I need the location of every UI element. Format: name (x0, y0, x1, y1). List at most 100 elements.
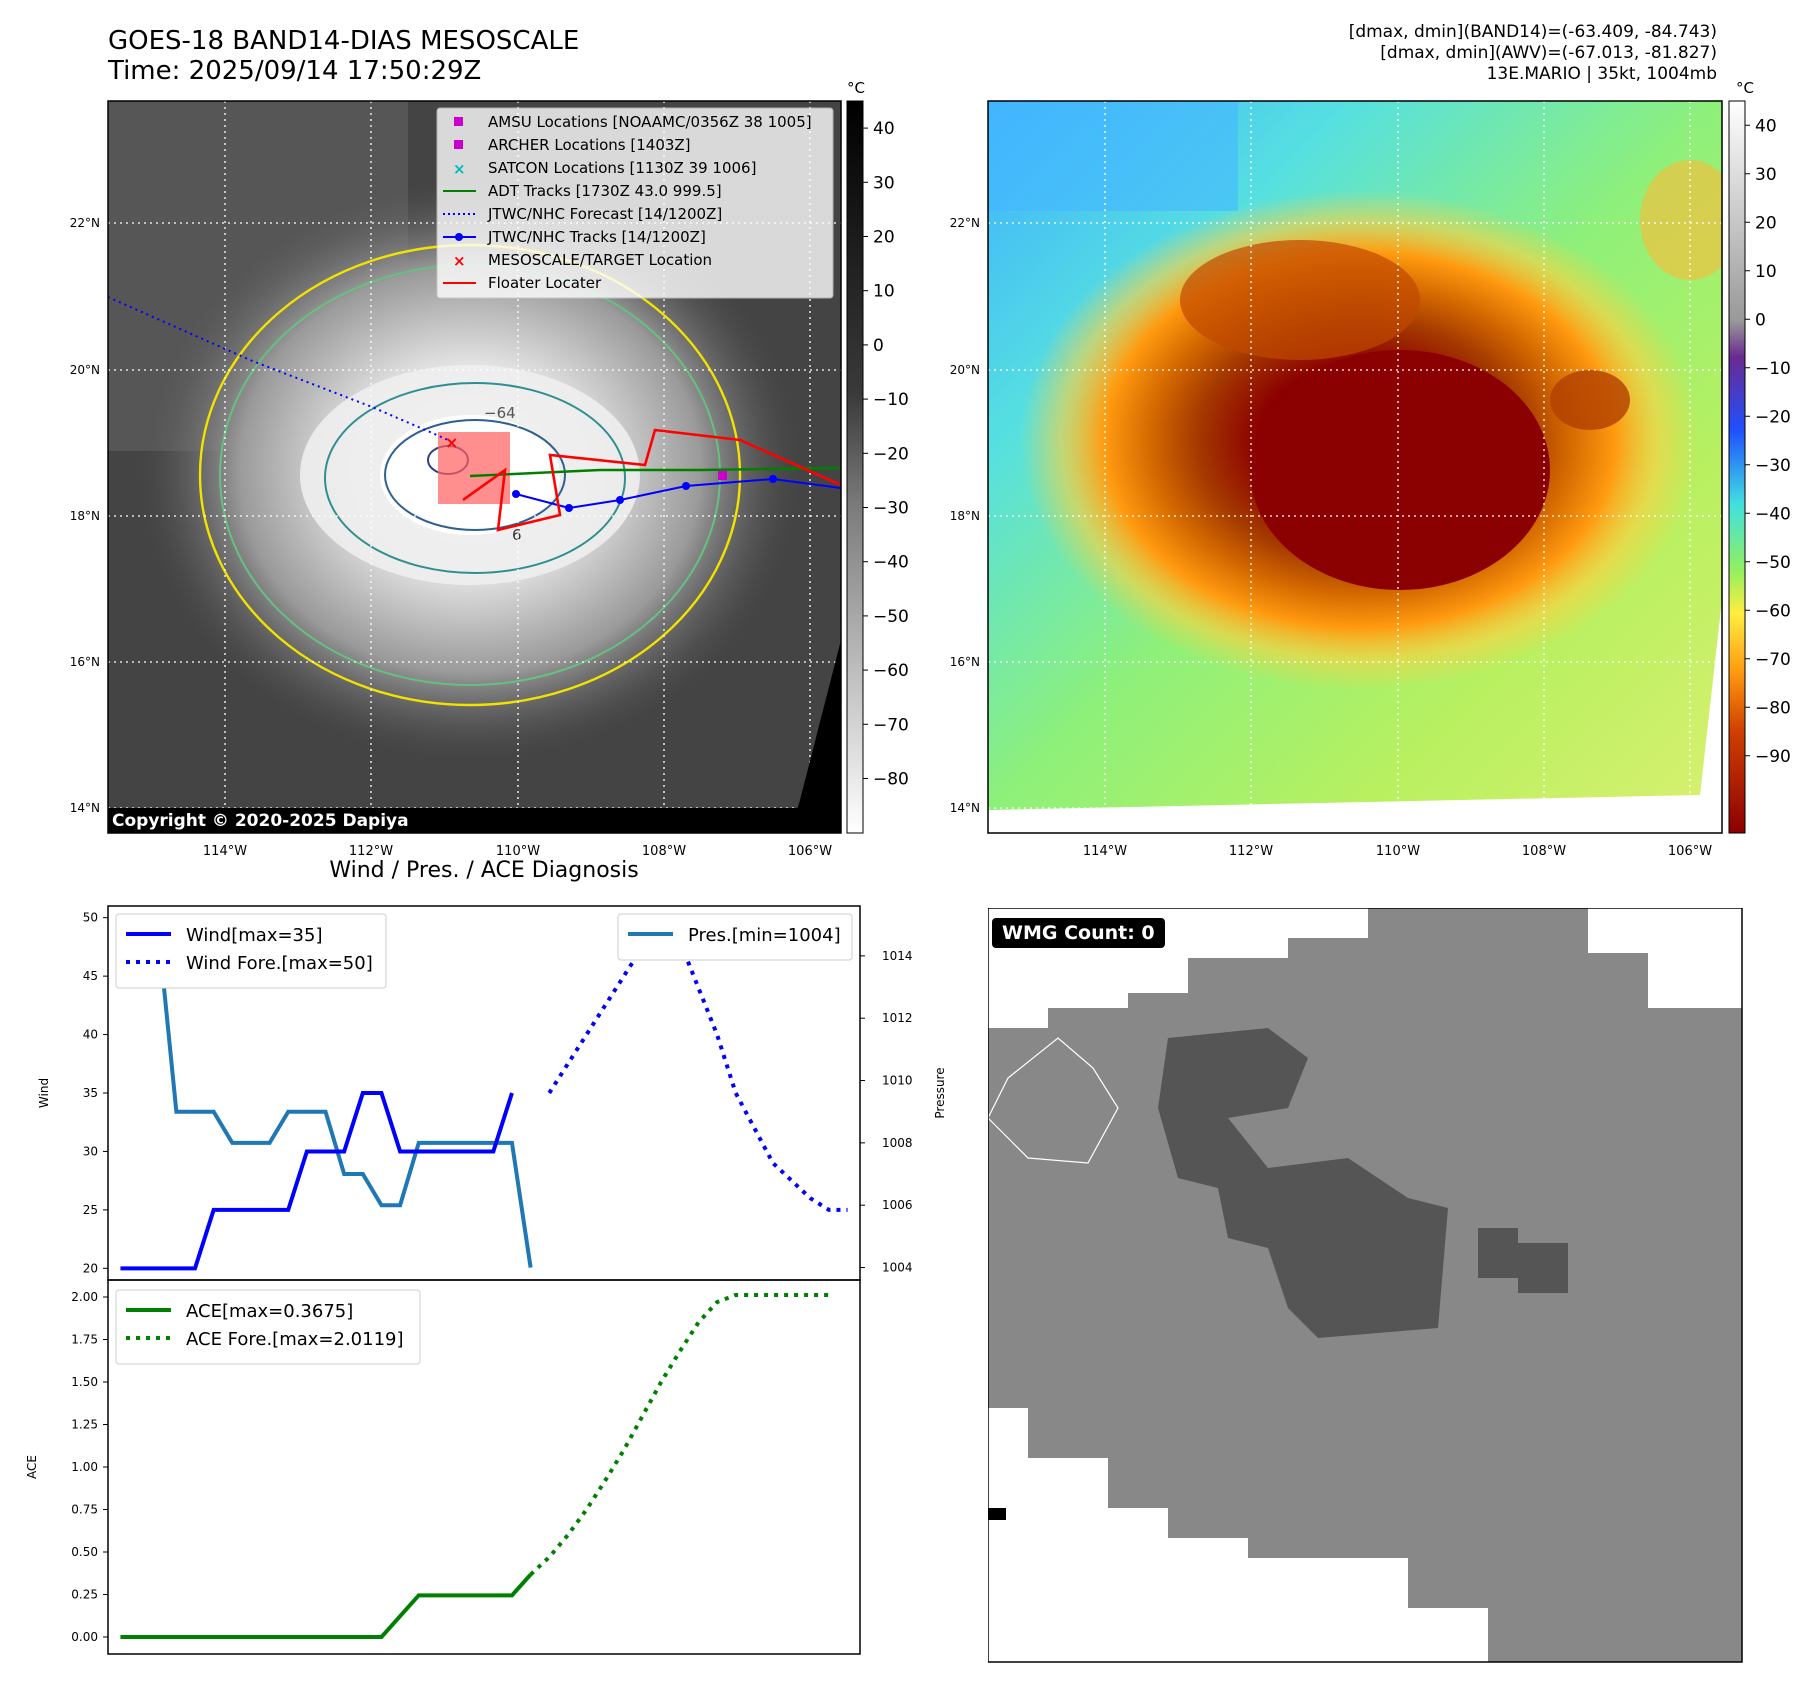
contour-label-2: 6 (512, 526, 522, 544)
svg-text:18°N: 18°N (950, 509, 980, 523)
svg-text:112°W: 112°W (349, 844, 393, 859)
adt-track (469, 466, 841, 478)
colorbar-tick-label: −20 (873, 444, 909, 464)
colorbar-tick-label: 20 (1755, 213, 1777, 233)
colorbar-tick-label: −80 (873, 770, 909, 790)
legend-label: Floater Locater (488, 274, 602, 292)
svg-text:114°W: 114°W (1083, 844, 1127, 859)
colorbar-tick-label: −30 (1755, 456, 1791, 476)
wmg-region-dark (1158, 1028, 1448, 1338)
map2-gridlines (988, 101, 1722, 833)
wind-line (120, 1091, 514, 1271)
svg-text:×: × (453, 252, 466, 270)
colorbar-tick-label: 40 (1755, 116, 1777, 136)
colorbar-tick-label: −10 (1755, 359, 1791, 379)
y-tick-label: 20 (83, 1261, 98, 1275)
diagnosis-legend-label: Wind Fore.[max=50] (186, 953, 373, 974)
svg-text:20°N: 20°N (70, 363, 100, 377)
svg-text:14°N: 14°N (70, 801, 100, 815)
storm-info: [dmax, dmin](BAND14)=(-63.409, -84.743) … (1349, 22, 1717, 85)
colorbar-tick-label: 10 (1755, 262, 1777, 282)
jtwc-track (515, 477, 841, 510)
map2-lat-labels: 22°N 20°N 18°N 16°N 14°N (950, 216, 980, 815)
map2-lon-labels: 114°W 112°W 110°W 108°W 106°W (1083, 844, 1712, 859)
diagnosis-legend-label: Wind[max=35] (186, 925, 323, 946)
colorbar-tick-label: −50 (1755, 553, 1791, 573)
y-tick-label: 1.75 (71, 1333, 98, 1347)
svg-text:×: × (453, 160, 466, 178)
map1-lat-labels: 22°N 20°N 18°N 16°N 14°N (70, 216, 100, 815)
svg-text:112°W: 112°W (1229, 844, 1273, 859)
colorbar-tick-label: −40 (873, 553, 909, 573)
legend-label: JTWC/NHC Tracks [14/1200Z] (487, 228, 706, 246)
legend-label: AMSU Locations [NOAAMC/0356Z 38 1005] (488, 113, 812, 131)
legend-item: × SATCON Locations [1130Z 39 1006] (453, 159, 756, 178)
legend-label: JTWC/NHC Forecast [14/1200Z] (487, 205, 722, 223)
diagnosis-legend-label: Pres.[min=1004] (688, 925, 841, 946)
y-tick-label: 25 (83, 1203, 98, 1217)
colorbar-tick-label: −60 (1755, 601, 1791, 621)
band14-map-svg: −64 6 × Copyright © 2020-2025 Dapiya (70, 79, 1791, 859)
legend-item: Floater Locater (443, 274, 602, 292)
copyright-text: Copyright © 2020-2025 Dapiya (112, 811, 409, 831)
ace-forecast-line (529, 1292, 829, 1576)
colorbar-tick-label: 20 (873, 228, 895, 248)
map1-lon-labels: 114°W 112°W 110°W 108°W 106°W (203, 844, 832, 859)
colorbar-tick-label: 40 (873, 119, 895, 139)
colorbar-tick-label: −20 (1755, 407, 1791, 427)
legend-item: AMSU Locations [NOAAMC/0356Z 38 1005] (454, 113, 812, 131)
legend-label: ADT Tracks [1730Z 43.0 999.5] (488, 182, 722, 200)
colorbar-tick-label: −10 (873, 390, 909, 410)
colorbar-awv: °C 40 30 20 10 0 −10 −20 −30 −40 −50 −60 −70 −80 −90 (1728, 79, 1791, 834)
wmg-panel (988, 908, 1743, 1663)
svg-text:106°W: 106°W (1668, 844, 1712, 859)
y-tick-label: 50 (83, 911, 98, 925)
title-line-1: GOES-18 BAND14-DIAS MESOSCALE (108, 26, 580, 56)
diagnosis-title: Wind / Pres. / ACE Diagnosis (329, 858, 639, 883)
wind-forecast-line (547, 914, 848, 1212)
y-tick-label: 1.50 (71, 1375, 98, 1389)
y-tick-label: 1008 (882, 1136, 913, 1150)
y-tick-label: 1004 (882, 1261, 913, 1275)
y-tick-label: 1014 (882, 949, 913, 963)
y-tick-label: 0.75 (71, 1503, 98, 1517)
y-tick-label: 40 (83, 1028, 98, 1042)
y-tick-label: 2.00 (71, 1290, 98, 1304)
colorbar-tick-label: −70 (873, 715, 909, 735)
colorbar-tick-label: 0 (873, 336, 884, 356)
y-tick-label: 1006 (882, 1198, 913, 1212)
ace-line (120, 1573, 533, 1639)
legend-label: SATCON Locations [1130Z 39 1006] (488, 159, 756, 177)
svg-text:16°N: 16°N (950, 655, 980, 669)
svg-text:106°W: 106°W (788, 844, 832, 859)
legend-item: ARCHER Locations [1403Z] (454, 136, 691, 154)
diagnosis-legend-label: ACE[max=0.3675] (186, 1301, 353, 1322)
awv-imagery (988, 101, 1722, 833)
colorbar-band14: °C 40 30 20 10 0 −10 −20 −30 −40 −50 −60 −70 −80 (846, 79, 909, 834)
axis-label: Pressure (933, 1067, 947, 1118)
colorbar-tick-label: 0 (1755, 310, 1766, 330)
colorbar-tick-label: 30 (1755, 165, 1777, 185)
info-line-3: 13E.MARIO | 35kt, 1004mb (1486, 64, 1717, 84)
y-tick-label: 0.25 (71, 1588, 98, 1602)
y-tick-label: 30 (83, 1144, 98, 1158)
y-tick-label: 45 (83, 969, 98, 983)
wmg-count-badge: WMG Count: 0 (992, 918, 1165, 948)
info-line-2: [dmax, dmin](AWV)=(-67.013, -81.827) (1380, 43, 1717, 63)
figure-title: GOES-18 BAND14-DIAS MESOSCALE Time: 2025… (108, 26, 579, 86)
coastline-outline (988, 1037, 1119, 1164)
y-tick-label: 1010 (882, 1074, 913, 1088)
y-tick-label: 1.25 (71, 1418, 98, 1432)
svg-text:114°W: 114°W (203, 844, 247, 859)
colorbar-tick-label: −90 (1755, 747, 1791, 767)
contour-label: −64 (484, 404, 516, 422)
y-tick-label: 35 (83, 1086, 98, 1100)
legend-label: ARCHER Locations [1403Z] (488, 136, 691, 154)
archer-marker (718, 471, 727, 480)
legend-item: JTWC/NHC Tracks [14/1200Z] (443, 228, 706, 246)
pressure-line (120, 922, 533, 1268)
svg-text:18°N: 18°N (70, 509, 100, 523)
svg-text:°C: °C (1736, 79, 1754, 97)
colorbar-tick-label: −30 (873, 499, 909, 519)
legend-item: ADT Tracks [1730Z 43.0 999.5] (443, 182, 722, 200)
